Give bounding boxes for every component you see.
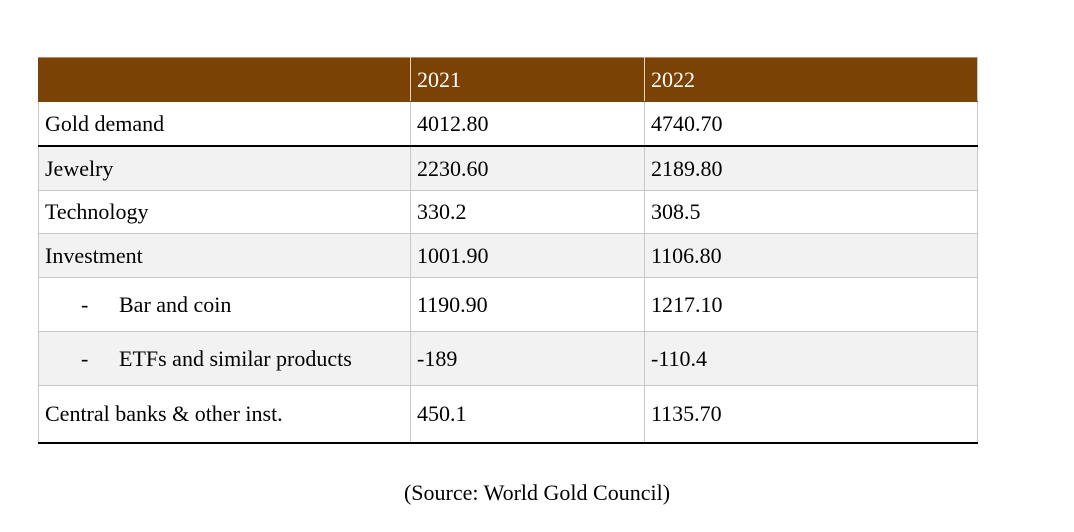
sub-item-label: ETFs and similar products bbox=[119, 345, 352, 371]
row-label: - ETFs and similar products bbox=[38, 331, 411, 386]
value-2021: 330.2 bbox=[410, 190, 645, 234]
header-label-cell bbox=[38, 57, 411, 102]
header-2021: 2021 bbox=[410, 57, 645, 102]
table-header-row: 2021 2022 bbox=[38, 57, 978, 102]
row-label: Technology bbox=[38, 190, 411, 234]
header-2022: 2022 bbox=[644, 57, 978, 102]
row-label: Gold demand bbox=[38, 101, 411, 147]
sub-item-dash: - bbox=[81, 345, 89, 371]
row-label: Investment bbox=[38, 233, 411, 278]
value-2022: 2189.80 bbox=[644, 146, 978, 191]
table-row: Jewelry 2230.60 2189.80 bbox=[38, 146, 978, 191]
value-2021: 450.1 bbox=[410, 385, 645, 444]
value-2022: 4740.70 bbox=[644, 101, 978, 147]
sub-item-label: Bar and coin bbox=[119, 291, 232, 317]
gold-demand-table: 2021 2022 Gold demand 4012.80 4740.70 Je… bbox=[38, 57, 978, 444]
sub-item-dash: - bbox=[81, 291, 89, 317]
table-row: Central banks & other inst. 450.1 1135.7… bbox=[38, 385, 978, 444]
table-row: Investment 1001.90 1106.80 bbox=[38, 233, 978, 278]
row-label: Jewelry bbox=[38, 146, 411, 191]
value-2022: 1135.70 bbox=[644, 385, 978, 444]
value-2022: 1217.10 bbox=[644, 277, 978, 332]
value-2022: 1106.80 bbox=[644, 233, 978, 278]
value-2021: 4012.80 bbox=[410, 101, 645, 147]
value-2022: -110.4 bbox=[644, 331, 978, 386]
row-label: Central banks & other inst. bbox=[38, 385, 411, 444]
table-row: Gold demand 4012.80 4740.70 bbox=[38, 101, 978, 147]
value-2022: 308.5 bbox=[644, 190, 978, 234]
value-2021: -189 bbox=[410, 331, 645, 386]
row-label: - Bar and coin bbox=[38, 277, 411, 332]
source-caption: (Source: World Gold Council) bbox=[403, 480, 671, 505]
table-row: - ETFs and similar products -189 -110.4 bbox=[38, 331, 978, 386]
value-2021: 1190.90 bbox=[410, 277, 645, 332]
value-2021: 1001.90 bbox=[410, 233, 645, 278]
table-row: Technology 330.2 308.5 bbox=[38, 190, 978, 234]
table-row: - Bar and coin 1190.90 1217.10 bbox=[38, 277, 978, 332]
value-2021: 2230.60 bbox=[410, 146, 645, 191]
